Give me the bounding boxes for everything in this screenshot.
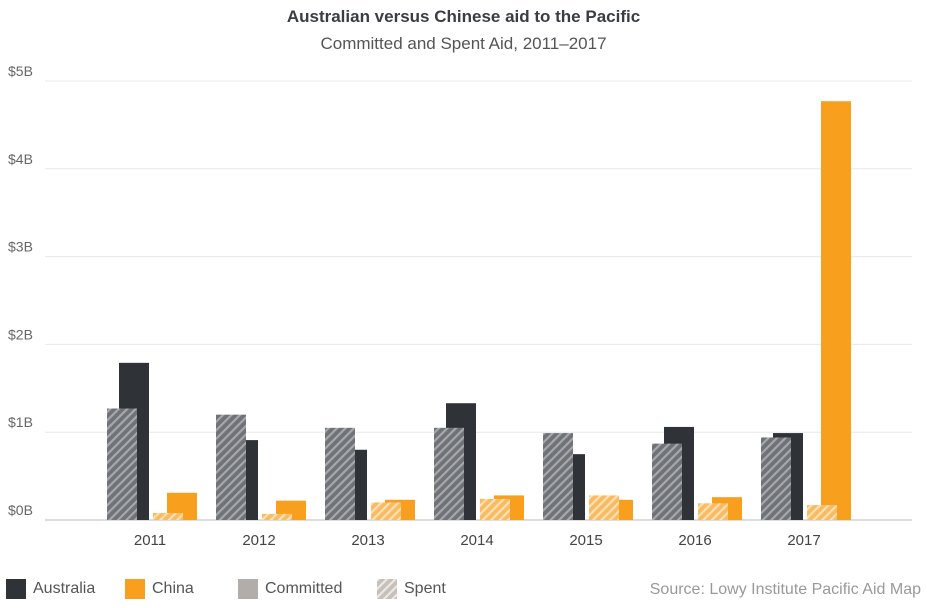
bar-australia-spent-2011 [107, 408, 137, 520]
bars [107, 101, 851, 520]
bar-australia-spent-2015 [543, 433, 573, 520]
bar-chart: $0B$1B$2B$3B$4B$5B 2011 2012 2013 2014 2015 2… [8, 63, 912, 549]
bar-china-spent-2011 [153, 512, 183, 520]
bar-australia-spent-2017 [761, 437, 791, 520]
bar-china-spent-2013 [371, 502, 401, 520]
y-tick-label: $0B [8, 502, 33, 518]
y-tick-label: $4B [8, 151, 33, 167]
source-note: Source: Lowy Institute Pacific Aid Map [649, 581, 921, 598]
y-tick-label: $2B [8, 326, 33, 342]
bar-china-committed-2017 [821, 101, 851, 520]
legend: Australia China Committed Spent Source: … [0, 575, 927, 605]
legend-label-china: China [152, 580, 194, 597]
legend-label-spent: Spent [404, 580, 446, 597]
y-tick-label: $3B [8, 239, 33, 255]
legend-swatch-committed [238, 579, 258, 599]
legend-swatch-china [125, 579, 145, 599]
legend-swatch-australia [6, 579, 26, 599]
x-tick-label: 2011 [134, 532, 166, 549]
bar-china-spent-2014 [480, 498, 510, 520]
bar-china-spent-2016 [698, 503, 728, 520]
legend-label-committed: Committed [265, 580, 343, 597]
bar-china-spent-2017 [807, 505, 837, 520]
x-tick-label: 2014 [460, 532, 493, 549]
bar-australia-spent-2016 [652, 443, 682, 520]
x-tick-label: 2016 [678, 532, 711, 549]
y-tick-label: $5B [8, 63, 33, 79]
bar-australia-spent-2014 [434, 427, 464, 520]
x-tick-label: 2015 [569, 532, 602, 549]
x-tick-label: 2012 [242, 532, 275, 549]
legend-item-australia: Australia [6, 579, 95, 599]
x-tick-label: 2013 [351, 532, 384, 549]
legend-label-australia: Australia [33, 580, 96, 597]
chart-title: Australian versus Chinese aid to the Pac… [286, 7, 641, 26]
chart-subtitle: Committed and Spent Aid, 2011–2017 [320, 34, 607, 53]
y-tick-label: $1B [8, 414, 33, 430]
legend-item-spent: Spent [377, 579, 446, 599]
bar-australia-spent-2012 [216, 414, 246, 520]
y-axis-ticks: $0B $1B $2B $3B $4B $5B [8, 63, 33, 518]
x-tick-label: 2017 [787, 532, 820, 549]
legend-item-china: China [125, 579, 194, 599]
bar-australia-spent-2013 [325, 427, 355, 520]
bar-china-spent-2015 [589, 495, 619, 520]
x-axis-ticks: 2011 2012 2013 2014 2015 2016 2017 [134, 532, 821, 549]
legend-swatch-spent [377, 579, 397, 599]
bar-china-spent-2012 [262, 513, 292, 520]
legend-item-committed: Committed [238, 579, 342, 599]
